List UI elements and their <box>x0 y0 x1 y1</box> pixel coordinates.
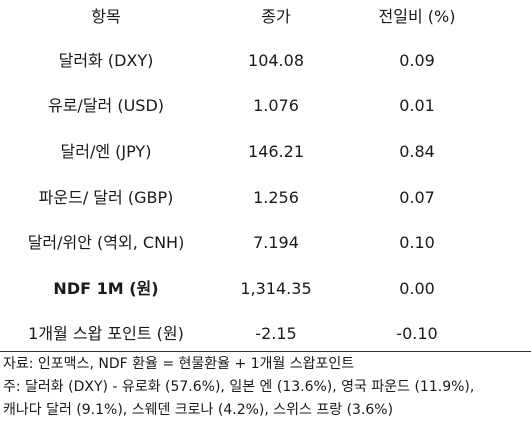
row-change: 0.01 <box>399 96 435 115</box>
weight-note-line-2: 캐나다 달러 (9.1%), 스웨덴 크로나 (4.2%), 스위스 프랑 (3… <box>3 402 394 418</box>
row-name: 1개월 스왑 포인트 (원) <box>28 324 184 343</box>
row-name: 파운드/ 달러 (GBP) <box>38 188 174 207</box>
header-change: 전일비 (%) <box>378 7 456 26</box>
row-change: 0.07 <box>399 188 435 207</box>
header-close: 종가 <box>261 7 291 26</box>
table-row-swap-point: 1개월 스왑 포인트 (원) -2.15 -0.10 <box>0 319 531 349</box>
table-row-eurusd: 유로/달러 (USD) 1.076 0.01 <box>0 91 531 121</box>
source-note: 자료: 인포맥스, NDF 환율 = 현물환율 + 1개월 스왑포인트 <box>3 356 355 372</box>
table-row-usdjpy: 달러/엔 (JPY) 146.21 0.84 <box>0 137 531 167</box>
row-close: 1.256 <box>253 188 299 207</box>
row-close: 7.194 <box>253 233 299 252</box>
table-header-row: 항목 종가 전일비 (%) <box>0 2 531 32</box>
table-row-dxy: 달러화 (DXY) 104.08 0.09 <box>0 46 531 76</box>
row-close: 146.21 <box>248 142 304 161</box>
row-close: 1.076 <box>253 96 299 115</box>
row-close: -2.15 <box>255 324 297 343</box>
footnotes: 자료: 인포맥스, NDF 환율 = 현물환율 + 1개월 스왑포인트 주: 달… <box>3 353 529 422</box>
table-row-ndf: NDF 1M (원) 1,314.35 0.00 <box>0 274 531 304</box>
row-close: 1,314.35 <box>240 279 312 298</box>
row-name: 달러/위안 (역외, CNH) <box>27 233 185 252</box>
row-name: 달러화 (DXY) <box>58 51 154 70</box>
header-item: 항목 <box>91 7 121 26</box>
row-name: NDF 1M (원) <box>53 279 159 298</box>
row-change: 0.84 <box>399 142 435 161</box>
row-close: 104.08 <box>248 51 304 70</box>
row-change: 0.10 <box>399 233 435 252</box>
row-change: 0.00 <box>399 279 435 298</box>
row-change: -0.10 <box>396 324 438 343</box>
table-row-usdcnh: 달러/위안 (역외, CNH) 7.194 0.10 <box>0 228 531 258</box>
table-row-gbpusd: 파운드/ 달러 (GBP) 1.256 0.07 <box>0 183 531 213</box>
divider <box>0 351 531 352</box>
weight-note-line-1: 주: 달러화 (DXY) - 유로화 (57.6%), 일본 엔 (13.6%)… <box>3 379 475 395</box>
row-change: 0.09 <box>399 51 435 70</box>
row-name: 달러/엔 (JPY) <box>60 142 152 161</box>
row-name: 유로/달러 (USD) <box>47 96 165 115</box>
